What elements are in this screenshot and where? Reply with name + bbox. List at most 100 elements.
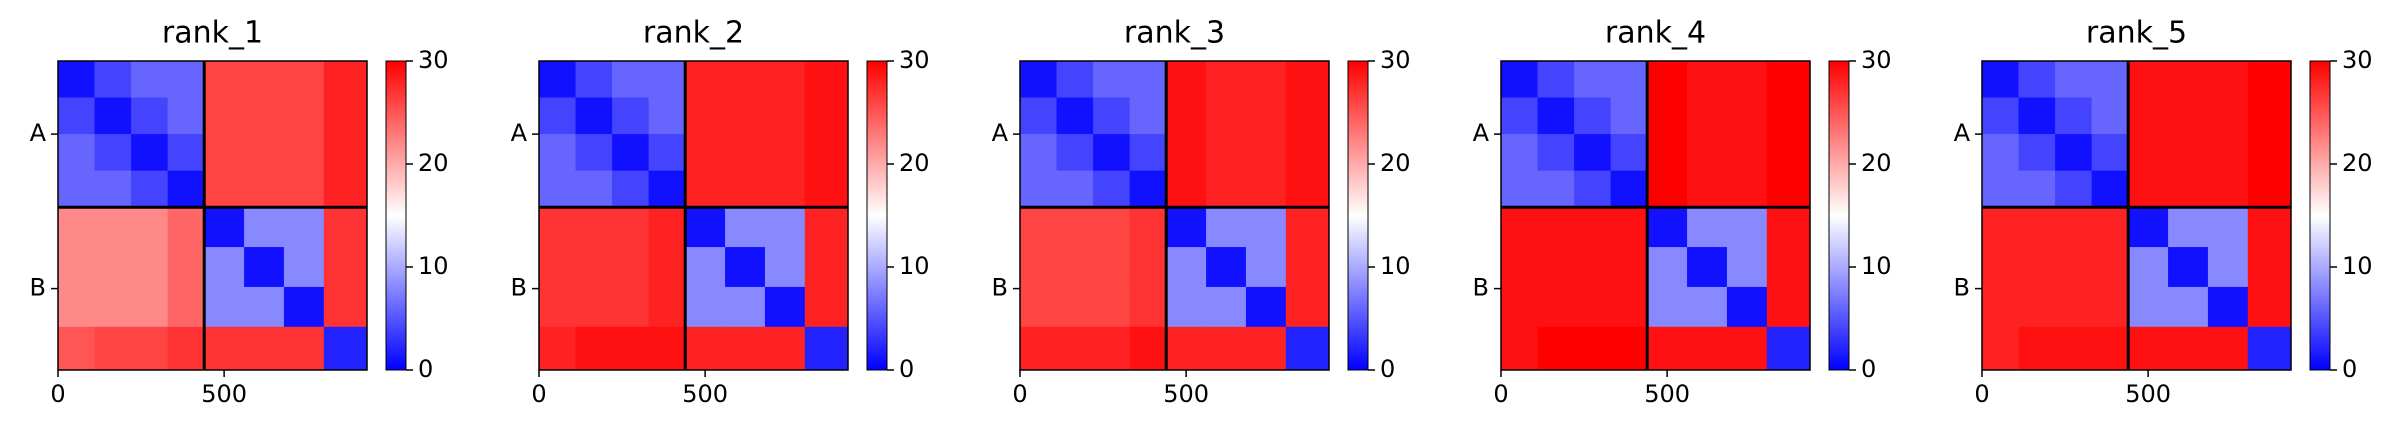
panel-title: rank_2	[643, 16, 744, 51]
heatmap-cell	[685, 134, 726, 172]
heatmap-cell	[1982, 326, 2020, 371]
heatmap-cell	[283, 97, 325, 135]
heatmap-cell	[1093, 170, 1131, 208]
colorbar-tick-label: 30	[1380, 46, 1411, 74]
colorbar	[866, 60, 888, 371]
heatmap-cell	[1687, 286, 1728, 328]
heatmap-cell	[204, 97, 245, 135]
heatmap-cell	[1166, 286, 1207, 328]
heatmap-cell	[2168, 134, 2209, 172]
colorbar-tick-label: 20	[899, 149, 930, 177]
heatmap-cell	[2207, 247, 2249, 288]
heatmap-cell	[725, 207, 766, 248]
heatmap-cell	[1129, 207, 1167, 248]
y-tick-label: B	[1954, 274, 1970, 302]
heatmap-cell	[244, 207, 285, 248]
heatmap-cell	[2128, 207, 2169, 248]
heatmap-cell	[2168, 97, 2209, 135]
heatmap-cell	[1726, 170, 1768, 208]
heatmap-cell	[1537, 286, 1575, 328]
heatmap-cell	[131, 97, 169, 135]
heatmap-cell	[1093, 207, 1131, 248]
heatmap-cell	[575, 170, 613, 208]
x-tick-label: 500	[201, 380, 247, 408]
heatmap-cell	[131, 207, 169, 248]
heatmap-cell	[2018, 97, 2056, 135]
heatmap-cell	[1206, 134, 1247, 172]
heatmap-cell	[685, 97, 726, 135]
heatmap-cell	[58, 286, 96, 328]
heatmap-cell	[1501, 97, 1539, 135]
heatmap-cell	[94, 170, 132, 208]
heatmap-cell	[1647, 247, 1688, 288]
heatmap-cell	[1647, 61, 1688, 99]
heatmap-cell	[1245, 134, 1287, 172]
x-tick-label: 500	[1644, 380, 1690, 408]
heatmap-cell	[323, 134, 368, 172]
heatmap-cell	[1020, 247, 1058, 288]
heatmap-cell	[2247, 134, 2292, 172]
heatmap-cell	[2128, 97, 2169, 135]
heatmap-cell	[575, 207, 613, 248]
heatmap-cell	[2128, 61, 2169, 99]
heatmap-cell	[323, 326, 368, 371]
heatmap-cell	[1647, 286, 1688, 328]
heatmap-cell	[2055, 286, 2093, 328]
colorbar	[385, 60, 407, 371]
heatmap-cell	[204, 326, 245, 371]
heatmap-cell	[1206, 207, 1247, 248]
heatmap-cell	[804, 61, 849, 99]
x-tick-label: 0	[50, 380, 65, 408]
colorbar-tick-label: 20	[1861, 149, 1892, 177]
heatmap-cell	[94, 134, 132, 172]
heatmap-cell	[1285, 97, 1330, 135]
heatmap-cell	[539, 247, 577, 288]
heatmap-cell	[725, 97, 766, 135]
heatmap-cell	[58, 61, 96, 99]
heatmap-cell	[167, 170, 205, 208]
heatmap-cell	[1020, 61, 1058, 99]
heatmap-cell	[575, 247, 613, 288]
heatmap-cell	[1166, 207, 1207, 248]
heatmap-cell	[612, 134, 650, 172]
heatmap-cell	[1206, 286, 1247, 328]
heatmap-cell	[2128, 170, 2169, 208]
heatmap-cell	[94, 326, 132, 371]
heatmap-cell	[1285, 247, 1330, 288]
heatmap-cell	[2128, 134, 2169, 172]
heatmap-cell	[58, 97, 96, 135]
heatmap-cell	[648, 326, 686, 371]
heatmap-cell	[204, 170, 245, 208]
heatmap-cell	[244, 326, 285, 371]
heatmap-cell	[685, 247, 726, 288]
heatmap-cell	[1129, 326, 1167, 371]
heatmap-cell	[1285, 134, 1330, 172]
heatmap-cell	[1206, 61, 1247, 99]
heatmap-cell	[725, 247, 766, 288]
heatmap-cell	[283, 247, 325, 288]
heatmap-cell	[1647, 97, 1688, 135]
heatmap-cell	[539, 61, 577, 99]
heatmap-cell	[283, 326, 325, 371]
colorbar-tick-label: 10	[899, 252, 930, 280]
heatmap-cell	[685, 207, 726, 248]
heatmap-cell	[2018, 207, 2056, 248]
heatmap-cell	[1687, 207, 1728, 248]
y-tick-label: A	[1473, 119, 1490, 147]
heatmap-cell	[725, 286, 766, 328]
heatmap-cell	[1610, 170, 1648, 208]
heatmap-cell	[539, 207, 577, 248]
heatmap-cell	[2207, 170, 2249, 208]
heatmap-cell	[804, 326, 849, 371]
heatmap-cell	[539, 326, 577, 371]
colorbar-tick-label: 0	[418, 355, 433, 383]
heatmap-cell	[1982, 286, 2020, 328]
heatmap-cell	[58, 170, 96, 208]
y-tick-label: B	[992, 274, 1008, 302]
heatmap-cell	[764, 247, 806, 288]
heatmap-cell	[1610, 134, 1648, 172]
heatmap-cell	[1056, 207, 1094, 248]
heatmap-cell	[323, 247, 368, 288]
heatmap-cell	[1766, 97, 1811, 135]
heatmap-cell	[2247, 97, 2292, 135]
